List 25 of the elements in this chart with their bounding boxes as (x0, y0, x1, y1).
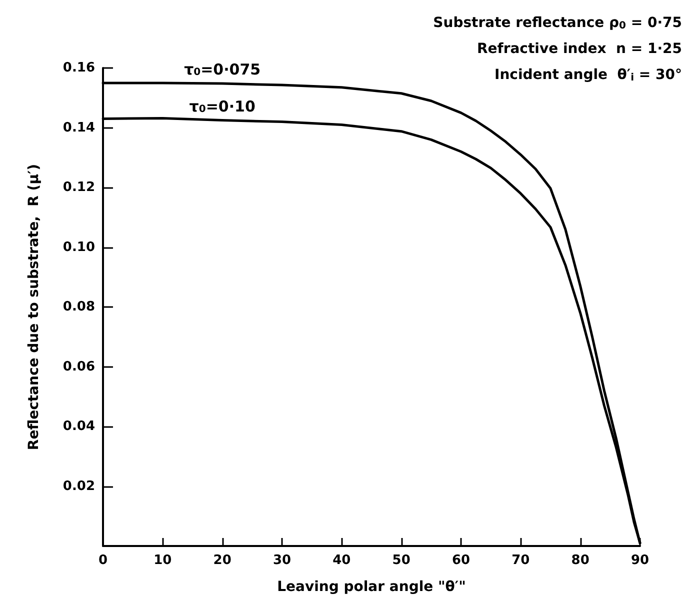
y-tick-label: 0.14 (62, 120, 95, 136)
x-tick-label: 40 (332, 553, 351, 568)
y-tick-label: 0.10 (62, 240, 95, 255)
x-tick-label: 90 (630, 553, 650, 568)
series-label: τ0=0·10 (189, 97, 256, 116)
x-tick-label: 70 (512, 553, 530, 568)
y-tick-label: 0.04 (62, 419, 95, 434)
x-tick-label: 50 (392, 553, 410, 568)
x-tick-label: 0 (98, 553, 108, 568)
y-tick-label: 0.16 (62, 60, 95, 76)
x-tick-label: 20 (213, 553, 232, 568)
text: Substrate reflectance ρ0 = 0·75 (433, 15, 682, 32)
x-tick-label: 80 (571, 553, 590, 568)
y-tick-label: 0.08 (62, 300, 95, 314)
y-tick-label: 0.02 (62, 478, 95, 494)
x-tick-label: 30 (272, 553, 292, 568)
text: Refractive index n = 1·25 (476, 41, 682, 57)
y-tick-label: 0.06 (62, 359, 95, 374)
annotation: Incident angle θ′i = 30° (494, 67, 682, 84)
x-tick-label: 10 (154, 553, 172, 568)
y-tick-label: 0.12 (62, 180, 95, 195)
y-axis-title: Reflectance due to substrate, R (μ′) (26, 164, 42, 450)
series-label: τ0=0·075 (184, 60, 261, 79)
x-axis-title: Leaving polar angle "θ′" (277, 579, 466, 595)
x-tick-label: 60 (452, 553, 470, 568)
